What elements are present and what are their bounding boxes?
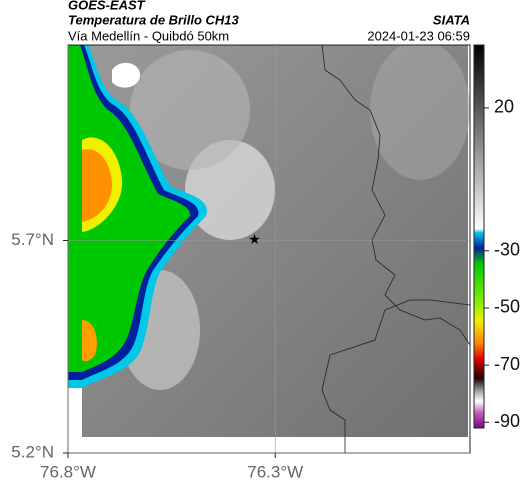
cold-core <box>82 320 97 362</box>
cold-core <box>82 149 112 222</box>
location: Vía Medellín - Quibdó 50km <box>68 28 229 43</box>
cold-cloud <box>68 45 191 372</box>
border <box>321 45 470 346</box>
title: GOES-EAST <box>68 0 146 12</box>
datetime: 2024-01-23 06:59 <box>367 28 470 43</box>
x-tick-label: 76.8°W <box>40 462 96 481</box>
colorbar-label: -30 <box>494 240 520 260</box>
border <box>321 299 470 453</box>
cloud <box>130 50 250 170</box>
colorbar-label: -70 <box>494 354 520 374</box>
cloud <box>112 62 140 88</box>
colorbar-label: -50 <box>494 297 520 317</box>
colorbar <box>473 44 485 429</box>
cloud <box>370 45 470 180</box>
colorbar-label: 20 <box>494 97 514 117</box>
y-tick-label: 5.2°N <box>11 442 54 461</box>
colorbar-label: -90 <box>494 411 520 431</box>
y-tick-label: 5.7°N <box>11 230 54 249</box>
imagery <box>68 45 470 453</box>
x-tick-label: 76.3°W <box>247 462 303 481</box>
subtitle: Temperatura de Brillo CH13 <box>68 12 240 27</box>
source: SIATA <box>433 12 470 27</box>
site-marker: ★ <box>248 231 261 247</box>
